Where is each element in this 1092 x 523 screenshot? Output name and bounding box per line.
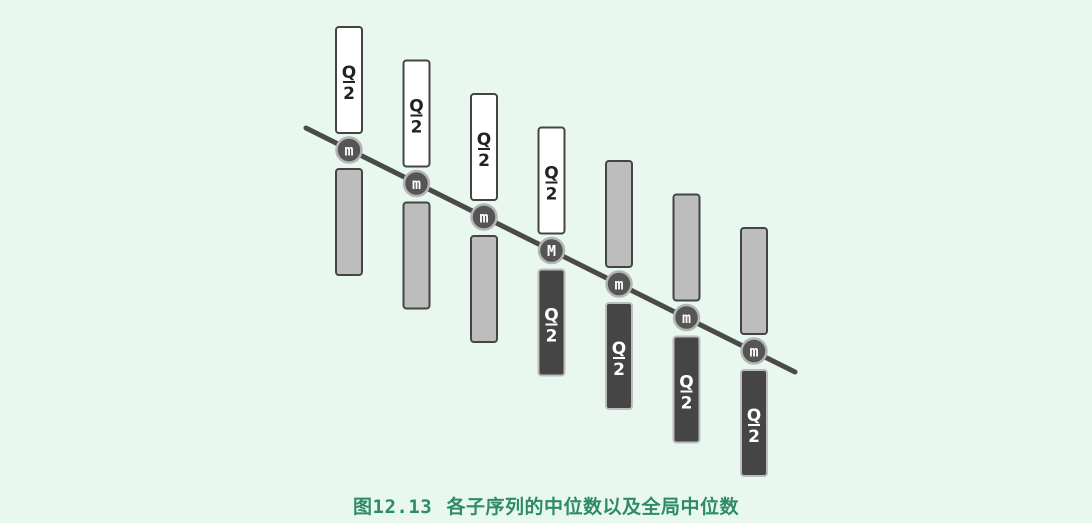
fraction-denominator: 2 bbox=[343, 84, 355, 104]
fraction-denominator: 2 bbox=[613, 360, 625, 380]
lower-block bbox=[402, 201, 431, 310]
median-label: m bbox=[682, 309, 691, 327]
global-median-marker bbox=[537, 236, 566, 265]
median-label: m bbox=[412, 175, 421, 193]
upper-block bbox=[605, 160, 633, 268]
fraction-numerator: Q bbox=[409, 97, 423, 117]
fraction-numerator: Q bbox=[477, 130, 491, 150]
lower-half-block bbox=[537, 268, 566, 377]
fraction-numerator: Q bbox=[544, 306, 558, 326]
median-marker bbox=[740, 337, 768, 365]
fraction-denominator: 2 bbox=[681, 394, 693, 414]
subsequence-column: Q2 m bbox=[740, 227, 768, 477]
median-marker bbox=[672, 303, 701, 332]
median-label: M bbox=[547, 242, 556, 260]
median-label: m bbox=[344, 142, 353, 160]
fraction-denominator: 2 bbox=[411, 118, 423, 138]
subsequence-column: Q2 m bbox=[470, 93, 498, 343]
caption-number: 12.13 bbox=[372, 496, 433, 518]
median-marker bbox=[605, 270, 633, 298]
median-marker bbox=[335, 136, 363, 164]
figure-caption: 图12.13 各子序列的中位数以及全局中位数 bbox=[0, 492, 1092, 520]
subsequence-column: Q2 m bbox=[672, 193, 701, 444]
fraction-numerator: Q bbox=[612, 339, 626, 359]
lower-half-block bbox=[672, 335, 701, 444]
upper-block bbox=[672, 193, 701, 302]
upper-half-block bbox=[470, 93, 498, 201]
fraction-denominator: 2 bbox=[546, 327, 558, 347]
median-label: m bbox=[749, 343, 758, 361]
lower-block bbox=[470, 235, 498, 343]
median-marker bbox=[402, 169, 431, 198]
caption-prefix: 图 bbox=[353, 496, 373, 518]
upper-half-block bbox=[537, 126, 566, 235]
subsequence-column: Q2 m bbox=[335, 26, 363, 276]
fraction-numerator: Q bbox=[679, 373, 693, 393]
lower-half-block bbox=[605, 302, 633, 410]
caption-text: 各子序列的中位数以及全局中位数 bbox=[446, 496, 739, 518]
median-label: m bbox=[614, 276, 623, 294]
fraction-numerator: Q bbox=[544, 164, 558, 184]
fraction-numerator: Q bbox=[342, 63, 356, 83]
fraction-numerator: Q bbox=[747, 406, 761, 426]
subsequence-column: Q2 m bbox=[402, 59, 431, 310]
fraction-denominator: 2 bbox=[478, 151, 490, 171]
median-label: m bbox=[479, 209, 488, 227]
upper-block bbox=[740, 227, 768, 335]
upper-half-block bbox=[402, 59, 431, 168]
lower-block bbox=[335, 168, 363, 276]
median-marker bbox=[470, 203, 498, 231]
fraction-denominator: 2 bbox=[546, 185, 558, 205]
fraction-denominator: 2 bbox=[748, 427, 760, 447]
subsequence-column: Q2 m bbox=[605, 160, 633, 410]
upper-half-block bbox=[335, 26, 363, 134]
lower-half-block bbox=[740, 369, 768, 477]
